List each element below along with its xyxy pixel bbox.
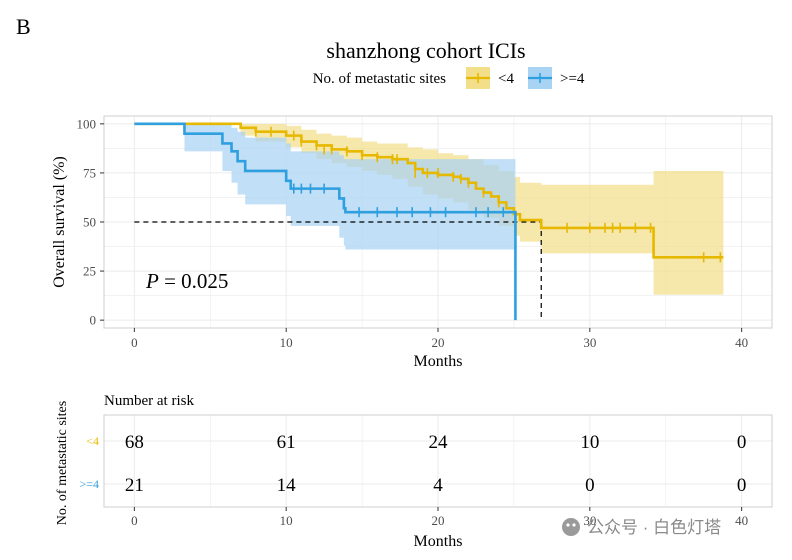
risk-count-cell: 4 <box>433 475 443 496</box>
survival-curve-lt4 <box>134 122 724 259</box>
risk-table-row-labels: <4 >=4 <box>79 434 99 491</box>
watermark: 公众号 · 白色灯塔 <box>562 518 721 537</box>
legend-key-lt4 <box>466 67 490 89</box>
risk-count-cell: 24 <box>429 432 449 453</box>
risk-count-cell: 68 <box>125 432 144 453</box>
km-y-tick-label: 75 <box>83 165 96 180</box>
p-value-number: = 0.025 <box>159 269 229 293</box>
watermark-text: 公众号 · 白色灯塔 <box>587 518 721 537</box>
risk-row-label-ge4: >=4 <box>79 477 99 491</box>
risk-count-cell: 0 <box>585 475 595 496</box>
km-censor-marks <box>255 126 722 263</box>
wechat-logo-eye-icon <box>566 523 570 527</box>
ci-band-lt4 <box>134 123 724 295</box>
km-y-tick-label: 25 <box>83 264 96 279</box>
risk-table-x-axis-title: Months <box>414 533 463 550</box>
km-x-tick-label: 30 <box>583 335 596 350</box>
risk-table-x-tick-label: 10 <box>280 513 293 528</box>
km-x-tick-label: 10 <box>280 335 293 350</box>
chart-title: shanzhong cohort ICIs <box>326 38 525 63</box>
wechat-logo-eye-icon <box>572 523 576 527</box>
risk-count-cell: 14 <box>277 475 297 496</box>
risk-table-gridlines <box>104 415 772 507</box>
risk-table-cells: 68 61 24 10 0 21 14 4 0 0 <box>125 432 747 496</box>
legend-label-lt4: <4 <box>498 71 514 87</box>
p-value-annotation: P = 0.025 <box>145 269 228 293</box>
risk-table-title: Number at risk <box>104 393 194 409</box>
legend-title: No. of metastatic sites <box>313 71 446 87</box>
survival-curve-ge4 <box>134 122 517 321</box>
legend-label-ge4: >=4 <box>560 71 585 87</box>
risk-count-cell: 61 <box>277 432 296 453</box>
km-y-tick-label: 0 <box>90 313 97 328</box>
risk-table-x-axis-ticks: 0 10 20 30 40 <box>131 507 748 528</box>
km-y-axis-ticks: 0 25 50 75 100 <box>77 116 104 328</box>
panel-label: B <box>16 14 31 39</box>
km-x-axis-ticks: 0 10 20 30 40 <box>131 328 748 350</box>
km-y-tick-label: 50 <box>83 215 96 230</box>
risk-table-y-axis-title: No. of metastatic sites <box>55 401 70 525</box>
risk-count-cell: 21 <box>125 475 144 496</box>
wechat-logo-icon <box>562 518 580 536</box>
p-value-symbol: P <box>145 269 159 293</box>
risk-count-cell: 0 <box>737 475 747 496</box>
km-y-axis-title: Overall survival (%) <box>51 156 68 288</box>
risk-table-x-tick-label: 40 <box>735 513 748 528</box>
risk-table-x-tick-label: 30 <box>583 513 596 528</box>
km-x-tick-label: 20 <box>432 335 445 350</box>
risk-row-label-lt4: <4 <box>86 434 99 448</box>
risk-table-x-tick-label: 0 <box>131 513 138 528</box>
risk-count-cell: 10 <box>580 432 599 453</box>
risk-table-x-tick-label: 20 <box>432 513 445 528</box>
km-survival-curves <box>134 122 724 321</box>
km-x-tick-label: 40 <box>735 335 748 350</box>
km-x-axis-title: Months <box>414 353 463 370</box>
km-y-tick-label: 100 <box>77 116 97 131</box>
legend-key-ge4 <box>528 67 552 89</box>
legend: No. of metastatic sites <4 >=4 <box>313 67 585 89</box>
km-x-tick-label: 0 <box>131 335 138 350</box>
risk-count-cell: 0 <box>737 432 747 453</box>
